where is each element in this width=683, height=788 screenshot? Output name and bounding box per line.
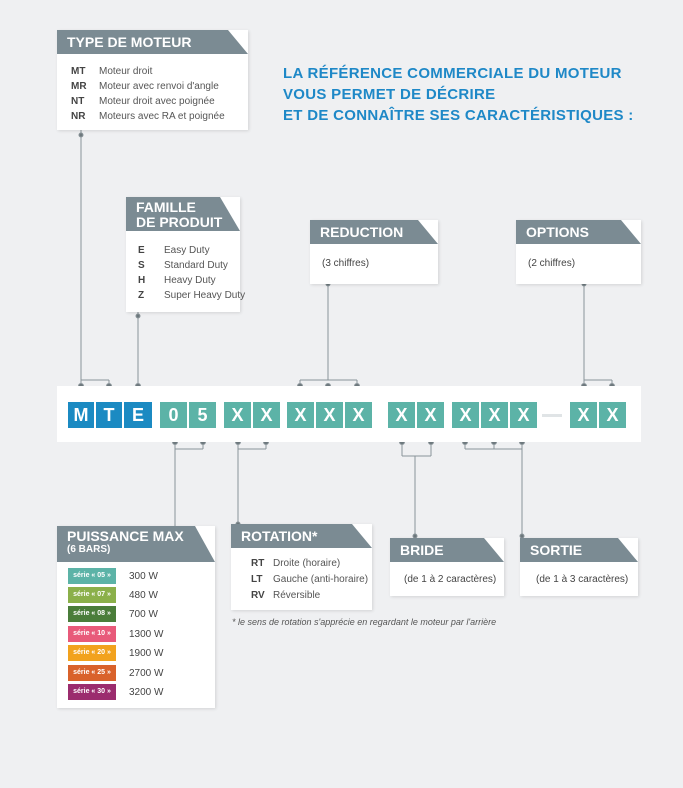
type-moteur-item: NT Moteur droit avec poignée [71, 96, 215, 107]
ref-char-reduction-1: X [287, 402, 314, 428]
type-moteur-header: TYPE DE MOTEUR [57, 30, 248, 54]
item-label: Droite (horaire) [273, 558, 341, 569]
item-code: NR [71, 111, 86, 122]
options-note: (2 chiffres) [528, 258, 576, 269]
serie-swatch: série « 30 » [68, 684, 116, 700]
type-moteur-card: TYPE DE MOTEUR MT Moteur droit MR Moteur a… [57, 30, 248, 130]
famille-item: H Heavy Duty [138, 275, 216, 286]
item-code: MR [71, 81, 87, 92]
famille-card: FAMILLE DE PRODUIT E Easy Duty S Standard … [126, 197, 245, 312]
puissance-header-title: PUISSANCE MAX [67, 528, 184, 544]
item-label: Gauche (anti-horaire) [273, 574, 369, 585]
serie-watts: 300 W [129, 571, 158, 582]
item-code: NT [71, 96, 85, 107]
famille-item: E Easy Duty [138, 245, 210, 256]
puissance-header-sub: (6 BARS) [67, 544, 111, 555]
type-moteur-item: MR Moteur avec renvoi d'angle [71, 81, 219, 92]
item-code: RT [251, 558, 265, 569]
rotation-item: RV Réversible [251, 590, 320, 601]
item-label: Easy Duty [164, 245, 210, 256]
item-label: Heavy Duty [164, 275, 216, 286]
famille-item: Z Super Heavy Duty [138, 290, 245, 301]
bride-header: BRIDE [390, 538, 504, 562]
reduction-header: REDUCTION [310, 220, 438, 244]
puissance-header: PUISSANCE MAX (6 BARS) [57, 526, 215, 562]
item-code: H [138, 275, 146, 286]
serie-swatch: série « 05 » [68, 568, 116, 584]
ref-char-options-1: X [570, 402, 597, 428]
reduction-card: REDUCTION (3 chiffres) [310, 220, 438, 284]
serie-watts: 2700 W [129, 668, 164, 679]
ref-char-options-2: X [599, 402, 626, 428]
ref-char-reduction-2: X [316, 402, 343, 428]
famille-item: S Standard Duty [138, 260, 228, 271]
serie-swatch: série « 25 » [68, 665, 116, 681]
sortie-card: SORTIE (de 1 à 3 caractères) [520, 538, 638, 596]
item-code: MT [71, 66, 86, 77]
serie-swatch: série « 08 » [68, 606, 116, 622]
rotation-footnote: * le sens de rotation s'apprécie en rega… [232, 617, 497, 627]
page-title: LA RÉFÉRENCE COMMERCIALE DU MOTEUR VOUS … [283, 63, 634, 126]
reduction-note: (3 chiffres) [322, 258, 370, 269]
famille-header: FAMILLE DE PRODUIT [126, 197, 240, 231]
ref-char-sortie-2: X [481, 402, 508, 428]
famille-header-line1: FAMILLE [136, 199, 196, 215]
ref-char-reduction-3: X [345, 402, 372, 428]
ref-char-bride-2: X [417, 402, 444, 428]
serie-watts: 3200 W [129, 687, 164, 698]
item-code: S [138, 260, 145, 271]
ref-char-e: E [124, 402, 152, 428]
type-moteur-item: MT Moteur droit [71, 66, 152, 77]
serie-watts: 1900 W [129, 648, 164, 659]
ref-char-rotation-2: X [253, 402, 280, 428]
ref-dash [542, 414, 562, 417]
type-moteur-item: NR Moteurs avec RA et poignée [71, 111, 225, 122]
item-label: Moteur droit [99, 66, 153, 77]
item-label: Moteur avec renvoi d'angle [99, 81, 219, 92]
item-label: Super Heavy Duty [164, 290, 246, 301]
sortie-note: (de 1 à 3 caractères) [536, 574, 629, 585]
ref-char-t: T [96, 402, 122, 428]
item-label: Moteurs avec RA et poignée [99, 111, 225, 122]
options-card: OPTIONS (2 chiffres) [516, 220, 641, 284]
item-label: Standard Duty [164, 260, 228, 271]
title-line-3: ET DE CONNAÎTRE SES CARACTÉRISTIQUES : [283, 107, 634, 124]
item-label: Moteur droit avec poignée [99, 96, 215, 107]
ref-char-rotation-1: X [224, 402, 251, 428]
title-line-2: VOUS PERMET DE DÉCRIRE [283, 86, 496, 103]
sortie-header: SORTIE [520, 538, 638, 562]
serie-watts: 1300 W [129, 629, 164, 640]
item-code: RV [251, 590, 265, 601]
ref-char-sortie-3: X [510, 402, 537, 428]
ref-char-5: 5 [189, 402, 216, 428]
rotation-card: ROTATION* RT Droite (horaire) LT Gauche (a… [231, 524, 372, 610]
serie-watts: 700 W [129, 609, 158, 620]
rotation-item: LT Gauche (anti-horaire) [251, 574, 368, 585]
serie-watts: 480 W [129, 590, 158, 601]
options-header: OPTIONS [516, 220, 641, 244]
title-line-1: LA RÉFÉRENCE COMMERCIALE DU MOTEUR [283, 65, 622, 82]
serie-swatch: série « 20 » [68, 645, 116, 661]
ref-char-sortie-1: X [452, 402, 479, 428]
bride-note: (de 1 à 2 caractères) [404, 574, 497, 585]
bride-card: BRIDE (de 1 à 2 caractères) [390, 538, 504, 596]
serie-swatch: série « 07 » [68, 587, 116, 603]
ref-char-0: 0 [160, 402, 187, 428]
item-label: Réversible [273, 590, 321, 601]
item-code: LT [251, 574, 263, 585]
item-code: E [138, 245, 145, 256]
ref-char-m: M [68, 402, 94, 428]
rotation-header: ROTATION* [231, 524, 372, 548]
serie-swatch: série « 10 » [68, 626, 116, 642]
ref-char-bride-1: X [388, 402, 415, 428]
item-code: Z [138, 290, 145, 301]
rotation-item: RT Droite (horaire) [251, 558, 340, 569]
famille-header-line2: DE PRODUIT [136, 214, 223, 230]
